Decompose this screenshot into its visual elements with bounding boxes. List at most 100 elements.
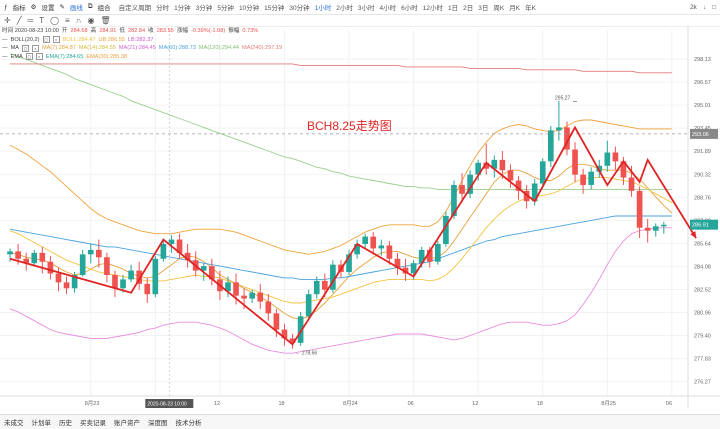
series-line: [9, 177, 673, 304]
timeframe-tabs: 自定义周期 分时 1分钟 3分钟 5分钟 10分钟 15分钟 30分钟 1小时 2小时 3小时 4小…: [119, 2, 536, 12]
candle-body: [644, 227, 651, 231]
candle-body: [556, 127, 562, 131]
candle-body: [265, 301, 272, 314]
timeframe-tab[interactable]: 1日: [448, 5, 459, 12]
low-price-label: ← 278.66: [296, 350, 318, 356]
text-tool-icon[interactable]: T: [39, 15, 45, 25]
bottom-tab[interactable]: 技术分析: [175, 420, 202, 427]
timeframe-tab[interactable]: 4小时: [379, 5, 397, 12]
series-line: [10, 63, 672, 74]
candle-body: [580, 174, 586, 185]
candle-body: [63, 282, 70, 289]
ma60-value: MA(60):288.73: [158, 45, 196, 51]
indicator-button[interactable]: 指标: [12, 5, 26, 12]
candle-body: [79, 254, 86, 275]
toolbar-right-item[interactable]: □: [712, 3, 716, 11]
magnet-icon[interactable]: ∩: [75, 15, 82, 25]
ma7-value: MA(7):284.87: [41, 45, 76, 51]
bottom-tab[interactable]: 未成交: [4, 420, 24, 427]
toolbar-right-item[interactable]: ↓: [702, 3, 707, 11]
timeframe-tab[interactable]: 2小时: [336, 5, 353, 12]
bottom-tab[interactable]: 买卖记录: [80, 420, 106, 427]
change-label: 涨幅: [176, 28, 188, 34]
price-axis-label: 295.01: [694, 103, 711, 109]
amp-value: 0.73%: [242, 28, 259, 34]
candle-body: [289, 338, 296, 343]
timeframe-tab[interactable]: 3日: [478, 5, 489, 12]
draw-button[interactable]: 画线: [69, 5, 83, 12]
timeframe-tab[interactable]: 5分钟: [217, 5, 234, 12]
candle-body: [370, 236, 377, 249]
boll-expand-icon[interactable]: —: [2, 36, 8, 43]
timeframe-tab[interactable]: 年K: [525, 5, 536, 12]
indicator-legend: 时间 2020-08-23 10:00 开 284.68 高 284.91 低 282…: [2, 27, 282, 61]
candle-body: [71, 274, 78, 289]
ma-hide-icon[interactable]: ◻: [21, 44, 29, 52]
ohlc-time: 时间 2020-08-23 10:00: [2, 28, 59, 34]
ema-hide-icon[interactable]: ◻: [25, 53, 33, 61]
boll-close-icon[interactable]: ×: [52, 36, 60, 44]
dashed-price-tag-bg: [690, 128, 718, 139]
timeframe-tab[interactable]: 周K: [493, 5, 505, 12]
bottom-tab[interactable]: 历史: [59, 420, 72, 427]
shape-tool-icon[interactable]: ◯: [50, 15, 60, 25]
boll-value-lb: LB:282.37: [127, 36, 154, 43]
line-tool-icon[interactable]: ╱: [16, 15, 22, 25]
ma120-value: MA(120):294.44: [198, 45, 240, 51]
candle-body: [499, 159, 506, 171]
trash-icon[interactable]: 🗑: [100, 15, 111, 25]
indicator-icon[interactable]: ƒ: [4, 3, 8, 11]
high-label: 高: [90, 28, 97, 34]
candle-body: [362, 236, 369, 244]
timeframe-tab[interactable]: 1小时: [314, 5, 332, 12]
timeframe-tab[interactable]: 3小时: [357, 5, 375, 12]
bottom-tab[interactable]: 计划单: [31, 420, 52, 427]
eye-icon[interactable]: ◉: [87, 15, 95, 25]
ma-close-icon[interactable]: ×: [31, 44, 39, 52]
draw-icon[interactable]: ✎: [59, 4, 65, 11]
combo-icon[interactable]: ⧉: [87, 3, 93, 10]
series-line: [9, 119, 672, 255]
timeframe-tab[interactable]: 2日: [463, 5, 474, 12]
crosshair-icon[interactable]: ✛: [4, 15, 11, 25]
candle-body: [305, 294, 312, 317]
fib-tool-icon[interactable]: ≡: [65, 15, 70, 25]
candle-body: [491, 159, 498, 169]
candle-body: [539, 161, 546, 184]
custom-period-button[interactable]: 自定义周期: [118, 5, 152, 12]
timeframe-tab[interactable]: 10分钟: [238, 5, 260, 12]
timeframe-tab[interactable]: 12小时: [422, 5, 443, 12]
ma-expand-icon[interactable]: —: [2, 45, 8, 51]
ema-expand-icon[interactable]: —: [2, 53, 8, 60]
price-chart[interactable]: BCH8.25走势图 295.27 ← 278.66 298.13 296.57 295.…: [0, 26, 720, 426]
timeframe-tab[interactable]: 3分钟: [195, 5, 213, 12]
time-axis-label: 06: [408, 401, 414, 407]
boll-value-ub: UB:286.55: [98, 36, 125, 43]
timeframe-tab[interactable]: 30分钟: [289, 5, 310, 12]
timeframe-tab[interactable]: 6小时: [401, 5, 418, 12]
hline-tool-icon[interactable]: ═: [27, 15, 34, 25]
candle-body: [330, 264, 336, 290]
open-value: 284.68: [70, 28, 88, 34]
combo-button[interactable]: 组合: [97, 5, 111, 12]
candle-body: [208, 266, 215, 280]
settings-icon[interactable]: ⚙: [30, 4, 37, 11]
bottom-tabs: 未成交 计划单 历史 买卖记录 账户资产 深度图 技术分析: [0, 414, 720, 429]
trend-zigzag: [9, 125, 697, 346]
timeframe-tab[interactable]: 分时: [156, 5, 170, 12]
settings-button[interactable]: 设置: [41, 5, 55, 12]
candle-body: [128, 270, 134, 280]
boll-hide-icon[interactable]: ◻: [42, 36, 50, 44]
candle-body: [233, 282, 239, 296]
bottom-tab[interactable]: 深度图: [148, 420, 168, 427]
price-axis-label: 288.76: [694, 195, 711, 201]
low-value: 282.84: [127, 28, 146, 34]
candle-body: [410, 263, 417, 274]
timeframe-tab[interactable]: 月K: [509, 5, 521, 12]
toolbar-right-item[interactable]: 2k: [689, 3, 697, 11]
timeframe-tab[interactable]: 1分钟: [174, 5, 191, 12]
ema-close-icon[interactable]: ×: [35, 53, 43, 61]
bottom-tab[interactable]: 账户资产: [114, 420, 140, 427]
timeframe-tab[interactable]: 15分钟: [264, 5, 285, 12]
candle-body: [443, 215, 449, 244]
